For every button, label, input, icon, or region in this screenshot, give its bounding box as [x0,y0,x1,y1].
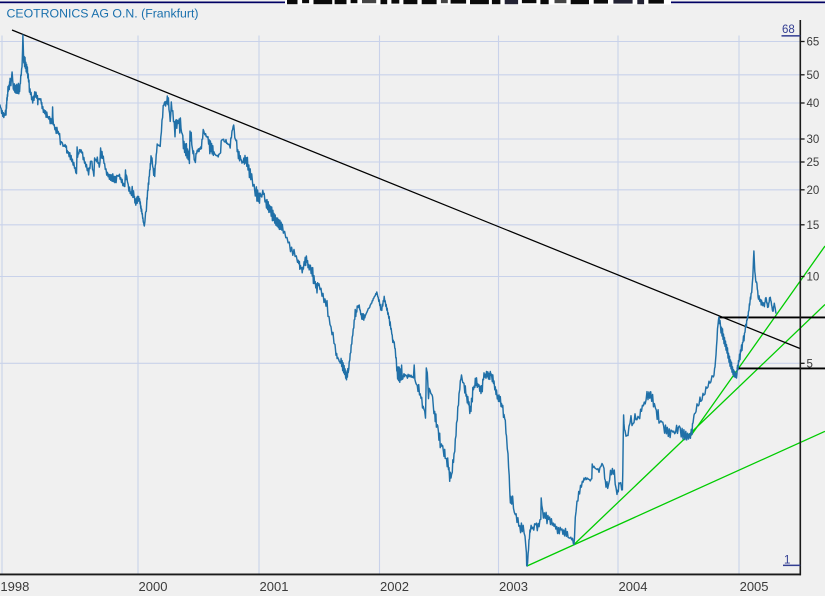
svg-text:25: 25 [807,157,820,169]
svg-text:2002: 2002 [380,579,409,594]
svg-text:15: 15 [807,220,820,232]
svg-text:2004: 2004 [619,579,648,594]
svg-text:68: 68 [782,24,795,36]
svg-text:2001: 2001 [260,579,289,594]
svg-text:20: 20 [807,185,820,197]
svg-text:1998: 1998 [0,579,29,594]
svg-text:1: 1 [784,554,790,566]
svg-text:2003: 2003 [499,579,528,594]
svg-text:50: 50 [807,70,820,82]
svg-text:5: 5 [807,359,813,371]
svg-text:10: 10 [807,272,820,284]
svg-text:40: 40 [807,98,820,110]
svg-text:2000: 2000 [139,579,168,594]
svg-text:30: 30 [807,134,820,146]
svg-text:CEOTRONICS AG O.N. (Frankfurt): CEOTRONICS AG O.N. (Frankfurt) [7,6,199,20]
svg-text:2005: 2005 [740,579,769,594]
svg-text:65: 65 [807,37,820,49]
